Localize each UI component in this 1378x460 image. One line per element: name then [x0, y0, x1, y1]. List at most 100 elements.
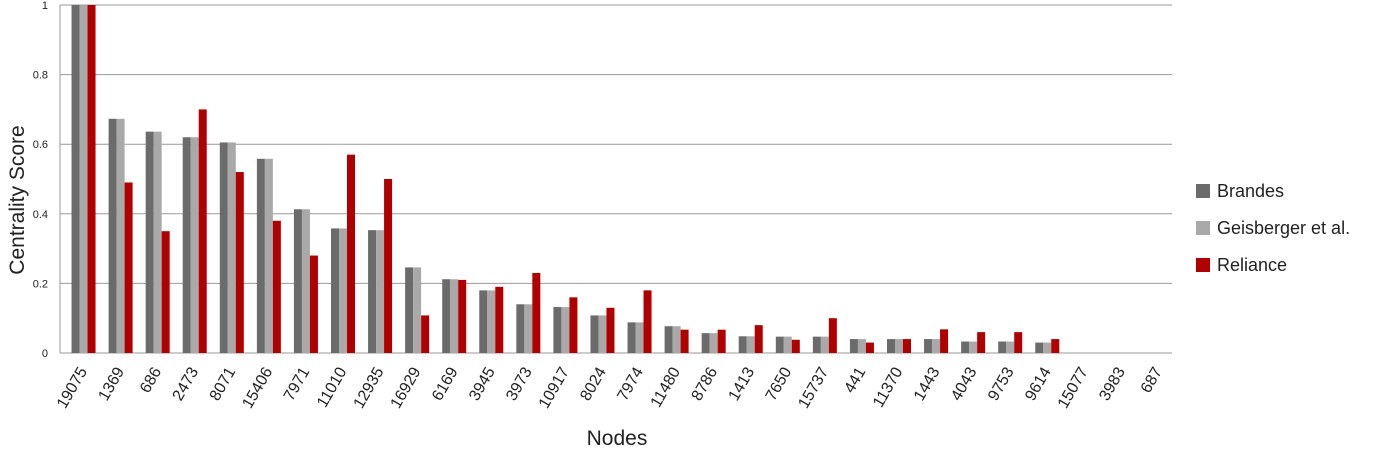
bar — [524, 304, 533, 353]
bar — [895, 339, 903, 353]
bar — [977, 332, 986, 353]
bar — [516, 304, 525, 353]
x-tick-label: 11480 — [648, 364, 684, 410]
bar — [783, 336, 792, 353]
x-tick-label: 687 — [1138, 364, 1166, 396]
x-tick-label: 8071 — [207, 364, 240, 403]
bar — [182, 137, 191, 353]
bar — [347, 154, 355, 353]
bar — [590, 315, 599, 353]
y-tick-label: 1 — [42, 0, 48, 12]
bar — [561, 307, 570, 353]
bar — [775, 336, 784, 353]
bar — [79, 5, 88, 353]
bar — [932, 339, 941, 353]
x-tick-label: 6169 — [429, 364, 462, 403]
x-tick-label: 8786 — [689, 364, 722, 403]
bar — [1043, 342, 1052, 353]
bar — [849, 339, 858, 353]
bar — [256, 158, 265, 353]
bar — [376, 230, 385, 353]
bar — [746, 336, 755, 353]
bar — [124, 182, 133, 353]
bar — [865, 342, 874, 353]
y-tick-label: 0.6 — [33, 139, 48, 151]
bar — [219, 142, 228, 353]
x-tick-label: 15077 — [1055, 364, 1092, 411]
bar — [153, 131, 162, 353]
y-tick-label: 0 — [42, 348, 48, 360]
bar — [413, 267, 422, 353]
x-tick-label: 9614 — [1022, 364, 1055, 403]
bar — [301, 209, 310, 353]
bar — [998, 341, 1007, 353]
bar — [458, 279, 467, 353]
bar — [680, 329, 689, 353]
bar — [1014, 332, 1023, 353]
x-tick-label: 7974 — [614, 364, 647, 403]
bar — [87, 5, 96, 353]
x-tick-label: 1413 — [726, 364, 759, 403]
bar — [272, 220, 281, 353]
y-tick-label: 0.2 — [33, 278, 48, 290]
bar — [161, 231, 170, 353]
legend-label: Geisberger et al. — [1217, 218, 1350, 238]
bar — [635, 322, 644, 353]
bar — [924, 339, 933, 353]
bar — [961, 341, 970, 353]
bar — [450, 279, 459, 353]
bar — [479, 290, 488, 353]
x-tick-label: 15737 — [795, 364, 832, 411]
x-tick-label: 19075 — [54, 364, 91, 411]
bar — [664, 326, 673, 353]
x-tick-label: 1443 — [911, 364, 944, 403]
bar — [820, 336, 829, 353]
bar — [293, 209, 302, 353]
bar — [701, 333, 710, 353]
bar — [116, 118, 125, 354]
y-tick-label: 0.4 — [33, 209, 48, 221]
x-tick-label: 16929 — [388, 364, 425, 411]
x-tick-label: 11010 — [314, 364, 350, 410]
x-tick-label: 686 — [137, 364, 165, 396]
legend-swatch — [1196, 184, 1210, 198]
x-tick-label: 3983 — [1096, 364, 1129, 403]
bar — [532, 272, 541, 353]
bar — [791, 339, 800, 353]
bar — [1006, 341, 1015, 353]
bar — [857, 339, 866, 353]
bar — [487, 290, 496, 353]
bar — [598, 315, 607, 353]
bar — [190, 137, 199, 353]
bar — [738, 336, 747, 353]
bar — [627, 322, 636, 353]
bar — [384, 179, 393, 353]
bar — [235, 172, 244, 353]
x-tick-label: 10917 — [536, 364, 573, 411]
bar — [198, 109, 207, 354]
x-tick-label: 4043 — [948, 364, 981, 403]
bar — [442, 279, 451, 353]
bar — [227, 142, 236, 353]
bar — [145, 131, 154, 353]
bar — [1051, 339, 1060, 353]
bar — [903, 339, 911, 353]
x-tick-label: 8024 — [577, 364, 610, 403]
bar — [264, 158, 273, 353]
x-tick-label: 7650 — [763, 364, 796, 403]
x-tick-label: 11370 — [870, 364, 906, 410]
bar — [368, 230, 377, 353]
y-axis-label: Centrality Score — [6, 125, 29, 274]
bar — [828, 318, 837, 353]
bar — [812, 336, 821, 353]
bar — [569, 297, 578, 353]
bar — [643, 290, 652, 353]
bar — [717, 329, 726, 353]
bar — [495, 286, 504, 353]
bar — [108, 118, 117, 354]
x-tick-label: 441 — [841, 364, 869, 396]
bar — [331, 228, 339, 353]
bar — [71, 5, 80, 353]
x-tick-label: 1369 — [96, 364, 129, 403]
